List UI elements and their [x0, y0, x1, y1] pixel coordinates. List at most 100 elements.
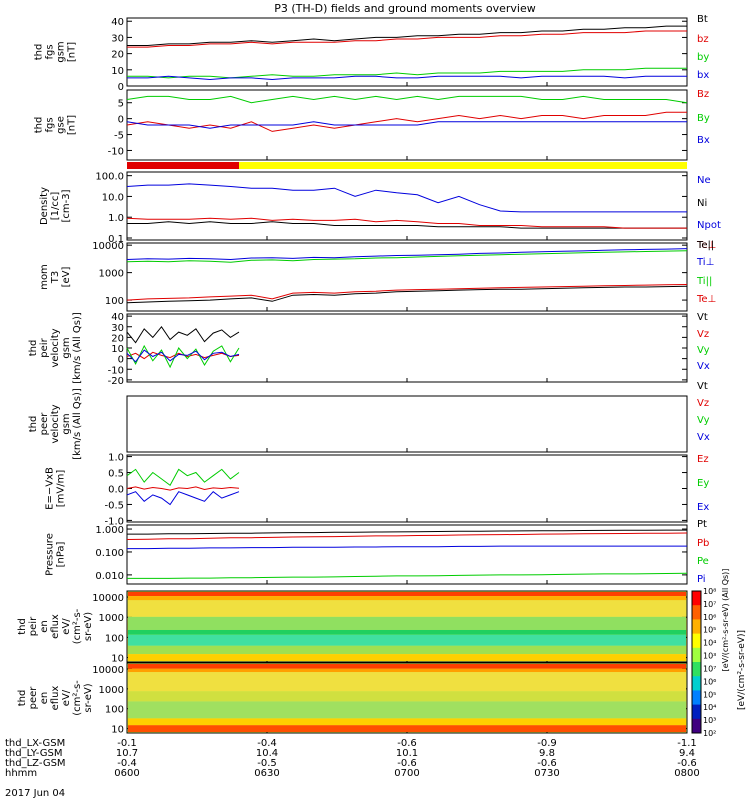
legend-entry: Vz	[697, 329, 709, 340]
panel-frame	[126, 395, 688, 453]
spectrogram-band	[128, 701, 686, 719]
mode-bar-yellow	[239, 162, 687, 169]
y-tick-label: 5	[118, 99, 124, 110]
legend-entry: Ey	[697, 478, 709, 489]
y-axis-label-line: gsm	[61, 337, 72, 358]
panel-frame	[126, 171, 688, 241]
y-tick-label: -0.5	[104, 500, 124, 511]
y-tick-label: 10000	[92, 241, 124, 252]
series-line-pt	[127, 529, 687, 535]
series-line-pe	[127, 572, 688, 579]
y-axis-label-line: gsm	[61, 413, 72, 434]
x-row-value: -0.6	[397, 738, 417, 749]
x-row-value: -0.5	[257, 758, 277, 769]
y-axis-label-line: eflux	[50, 686, 61, 711]
legend-entry: Ti⊥	[696, 257, 714, 268]
colorbar-segment	[692, 662, 701, 677]
y-axis-label-line: peer	[39, 412, 50, 436]
series-line-pi	[127, 545, 687, 550]
y-tick-label: 1000	[99, 269, 124, 280]
x-row-value: 9.4	[679, 748, 695, 759]
y-axis-label-line: fgs	[45, 117, 56, 132]
y-axis-label: E=−VxB[mV/m]	[45, 467, 67, 510]
legend-entry: Ne	[697, 175, 711, 186]
legend-entry: Pt	[697, 519, 707, 530]
y-axis-label-line: eV/	[61, 689, 72, 706]
x-row-label: thd_LY-GSM	[5, 748, 62, 759]
y-axis-label-line: [1/cc]	[50, 192, 61, 221]
y-tick-label: 100	[105, 705, 124, 716]
legend-entry: Vx	[697, 432, 710, 443]
spectrogram-band	[128, 718, 686, 726]
y-tick-label: 40	[111, 17, 124, 28]
y-axis-label-line: [km/s (All Qs)]	[72, 312, 83, 384]
x-row-label: thd_LZ-GSM	[5, 758, 66, 769]
y-axis-label-line: eV/	[61, 618, 72, 635]
y-axis-label-line: thd	[17, 618, 28, 635]
colorbar-tick: 10⁴	[703, 639, 716, 648]
series-line-vy	[126, 344, 240, 369]
y-axis-label-line: thd	[28, 340, 39, 357]
y-axis-label-line: T3	[50, 271, 61, 284]
y-tick-label: 100	[105, 633, 124, 644]
y-tick-label: -5	[114, 131, 124, 142]
series-line-ez	[126, 486, 240, 491]
y-tick-label: 0.0	[108, 485, 124, 496]
y-tick-label: 10	[111, 344, 124, 355]
y-tick-label: 10000	[92, 665, 124, 676]
series-line-by	[127, 67, 687, 79]
legend-entry: Npot	[697, 220, 721, 231]
colorbar: 10² 10³ 10⁴ 10⁵ 10⁶ 10⁷ 10³ 10⁴ 10⁵ 10⁶ 10⁷ 10⁸ [eV/…	[691, 569, 747, 738]
y-tick-label: 10.0	[102, 192, 124, 203]
panel-frame	[126, 313, 688, 383]
y-axis-label-line: [cm-3]	[61, 189, 72, 222]
y-axis-label-line: en	[39, 620, 50, 633]
series-line-te	[126, 217, 687, 229]
panel-density: Density[1/cc][cm-3] 0.1 1.0 10.0 100.0 Ne Ni Np…	[39, 171, 721, 251]
y-tick-label: 20	[111, 333, 124, 344]
legend-entry: Vy	[697, 415, 710, 426]
colorbar-segment	[692, 619, 701, 635]
y-axis-label-line: peer	[28, 686, 39, 710]
y-tick-label: -1.0	[104, 516, 124, 527]
y-tick-label: -10	[108, 365, 124, 376]
y-tick-label: -10	[108, 146, 124, 157]
legend-entry: Pe	[697, 556, 709, 567]
x-row-value: 0630	[254, 768, 279, 779]
x-row-value: 9.8	[539, 748, 555, 759]
panel-peer_velocity: thdpeervelocitygsm[km/s (All Qs)] Vt Vz Vy V…	[28, 381, 710, 460]
legend-entry: Te||	[696, 240, 714, 251]
legend-entry: Pb	[697, 538, 709, 549]
x-axis-rows: thd_LX-GSM -0.1 -0.4 -0.6 -0.9 -1.1 thd_LY-GSM…	[5, 738, 700, 779]
series-line-vx	[126, 349, 240, 363]
series-line-te	[126, 284, 688, 301]
x-row-value: -0.4	[117, 758, 137, 769]
series-line-te	[126, 285, 688, 304]
colorbar-tick: 10⁶	[703, 613, 716, 622]
y-tick-label: 10	[111, 654, 124, 665]
y-axis-label: thdpeirvelocitygsm[km/s (All Qs)]	[28, 312, 83, 384]
colorbar-tick: 10⁵	[703, 626, 716, 635]
y-tick-label: 20	[111, 50, 124, 61]
legend-entry: Ti||	[696, 276, 712, 287]
y-axis-label-line: eflux	[50, 614, 61, 639]
y-tick-label: 0.5	[108, 469, 124, 480]
x-row-value: -0.9	[537, 738, 557, 749]
x-row-value: 10.1	[396, 748, 418, 759]
y-axis-label: Pressure[nPa]	[45, 533, 67, 576]
legend-entry: Vy	[697, 345, 710, 356]
colorbar-tick: 10⁶	[703, 677, 716, 686]
x-row-value: 0700	[394, 768, 419, 779]
legend-entry: Te⊥	[696, 294, 716, 305]
y-tick-label: 100.0	[95, 172, 124, 183]
colorbar-frame	[691, 590, 702, 734]
x-row-value: -0.6	[537, 758, 557, 769]
y-axis-label-line: peir	[39, 337, 50, 357]
x-row-value: 10.4	[256, 748, 278, 759]
x-row-value: 0800	[674, 768, 699, 779]
panel-frame	[126, 242, 688, 312]
y-axis-label: thdpeerenefluxeV/(cm²-s-sr-eV)	[17, 680, 94, 716]
y-tick-label: 1000	[99, 685, 124, 696]
